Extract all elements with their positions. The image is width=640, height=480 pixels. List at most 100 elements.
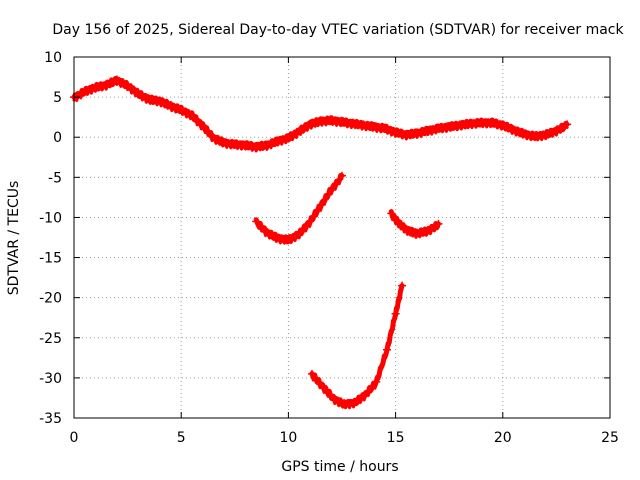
data-point bbox=[340, 399, 349, 408]
data-point bbox=[230, 139, 239, 148]
data-point bbox=[80, 86, 89, 95]
data-point bbox=[391, 127, 400, 136]
data-point bbox=[434, 123, 443, 132]
data-point bbox=[134, 89, 143, 98]
data-point bbox=[530, 131, 539, 140]
data-point bbox=[329, 393, 338, 402]
data-point bbox=[316, 201, 325, 210]
data-point bbox=[338, 171, 346, 180]
data-point bbox=[307, 369, 316, 378]
x-tick-label: 10 bbox=[279, 430, 297, 446]
data-point bbox=[338, 117, 346, 126]
data-point bbox=[359, 120, 368, 129]
data-point bbox=[466, 118, 475, 127]
data-point bbox=[305, 217, 314, 226]
data-point bbox=[295, 126, 304, 135]
data-point bbox=[509, 125, 518, 134]
data-point bbox=[198, 121, 207, 130]
series-trace bbox=[71, 75, 570, 151]
data-point bbox=[350, 397, 359, 406]
y-tick-label: 5 bbox=[53, 90, 62, 106]
data-point bbox=[387, 209, 396, 218]
data-point bbox=[327, 115, 336, 124]
data-point bbox=[305, 119, 314, 128]
data-point bbox=[145, 94, 154, 103]
y-tick-label: -20 bbox=[39, 291, 62, 307]
series-trace-band bbox=[72, 79, 569, 153]
y-tick-label: -15 bbox=[39, 251, 62, 267]
data-point bbox=[413, 228, 422, 237]
data-point bbox=[252, 217, 261, 226]
x-tick-label: 15 bbox=[387, 430, 405, 446]
data-point bbox=[273, 233, 282, 242]
data-point bbox=[383, 345, 392, 354]
data-point bbox=[327, 185, 336, 194]
data-point bbox=[262, 140, 271, 149]
data-point bbox=[423, 126, 432, 135]
x-tick-label: 5 bbox=[177, 430, 186, 446]
data-point bbox=[402, 130, 411, 139]
data-point bbox=[498, 120, 507, 129]
plot-frame bbox=[73, 56, 611, 419]
data-point bbox=[520, 129, 529, 138]
y-tick-label: -10 bbox=[39, 210, 62, 226]
data-point bbox=[284, 235, 293, 244]
series-arc-B bbox=[387, 209, 443, 239]
y-tick-label: 10 bbox=[44, 50, 62, 66]
data-point bbox=[372, 377, 381, 386]
data-point bbox=[112, 75, 121, 84]
series-arc-A bbox=[252, 171, 346, 245]
grid-lines bbox=[74, 57, 610, 418]
data-point bbox=[318, 381, 327, 390]
x-tick-label: 20 bbox=[494, 430, 512, 446]
data-point bbox=[316, 116, 325, 125]
series-trace-band bbox=[310, 287, 404, 410]
data-point bbox=[209, 133, 218, 142]
data-point bbox=[284, 133, 293, 142]
y-tick-label: -5 bbox=[48, 170, 62, 186]
data-point bbox=[361, 389, 370, 398]
data-point bbox=[220, 138, 229, 147]
data-point bbox=[398, 281, 407, 290]
y-tick-label: 0 bbox=[53, 130, 62, 146]
data-point bbox=[552, 126, 561, 135]
x-tick-label: 25 bbox=[601, 430, 619, 446]
data-point bbox=[380, 123, 389, 132]
data-point bbox=[370, 121, 379, 130]
data-point bbox=[541, 130, 550, 139]
data-point bbox=[423, 226, 432, 235]
data-point bbox=[262, 227, 271, 236]
data-point bbox=[413, 128, 422, 137]
data-point bbox=[166, 101, 175, 110]
series-trace-band bbox=[389, 213, 440, 239]
y-tick-label: -35 bbox=[39, 411, 62, 427]
y-axis-label: SDTVAR / TECUs bbox=[6, 181, 22, 296]
data-point bbox=[273, 136, 282, 145]
data-point bbox=[477, 117, 486, 126]
x-tick-label: 0 bbox=[70, 430, 79, 446]
chart-title: Day 156 of 2025, Sidereal Day-to-day VTE… bbox=[52, 22, 624, 38]
x-axis-label: GPS time / hours bbox=[281, 459, 398, 475]
data-point bbox=[404, 226, 413, 235]
data-point bbox=[395, 219, 404, 228]
data-series bbox=[70, 75, 572, 410]
data-point bbox=[177, 105, 186, 114]
series-trace-band bbox=[254, 177, 344, 245]
data-point bbox=[295, 229, 304, 238]
data-point bbox=[91, 82, 100, 91]
series-arc-C bbox=[307, 281, 407, 410]
y-tick-label: -30 bbox=[39, 371, 62, 387]
data-point bbox=[445, 121, 454, 130]
series-main-track bbox=[70, 75, 572, 153]
data-point bbox=[241, 140, 250, 149]
data-point bbox=[123, 81, 132, 90]
data-point bbox=[155, 96, 164, 105]
data-point bbox=[488, 117, 497, 126]
data-point bbox=[391, 309, 400, 318]
data-point bbox=[434, 219, 443, 228]
data-point bbox=[187, 110, 196, 119]
axes: 0 5 10 15 20 25 -35 -30 -25 -20 -15 -10 -5 0 5 10 bbox=[39, 50, 619, 446]
data-point bbox=[252, 142, 261, 151]
data-point bbox=[102, 80, 111, 89]
